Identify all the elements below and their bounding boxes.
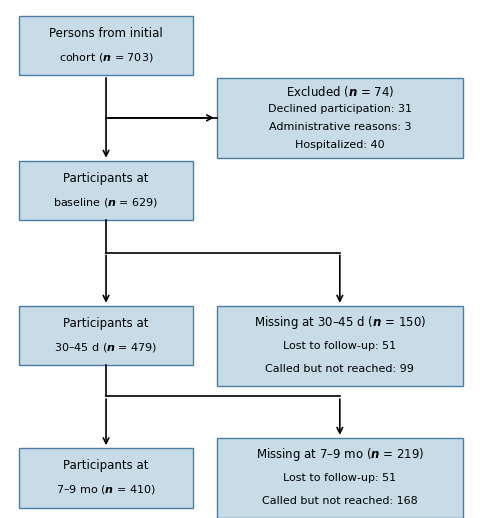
FancyBboxPatch shape [217, 438, 463, 518]
Text: Hospitalized: 40: Hospitalized: 40 [295, 140, 385, 150]
Text: cohort ($\bfit{n}$ = 703): cohort ($\bfit{n}$ = 703) [59, 51, 153, 64]
Text: Called but not reached: 168: Called but not reached: 168 [262, 496, 418, 506]
Text: baseline ($\bfit{n}$ = 629): baseline ($\bfit{n}$ = 629) [54, 196, 159, 209]
Text: Missing at 7–9 mo ($\bfit{n}$ = 219): Missing at 7–9 mo ($\bfit{n}$ = 219) [255, 447, 424, 464]
Text: Lost to follow-up: 51: Lost to follow-up: 51 [283, 341, 396, 351]
FancyBboxPatch shape [217, 306, 463, 386]
Text: Participants at: Participants at [63, 172, 149, 185]
Text: 7–9 mo ($\bfit{n}$ = 410): 7–9 mo ($\bfit{n}$ = 410) [56, 483, 156, 496]
Text: 30–45 d ($\bfit{n}$ = 479): 30–45 d ($\bfit{n}$ = 479) [54, 341, 158, 354]
Text: Administrative reasons: 3: Administrative reasons: 3 [268, 122, 411, 132]
Text: Persons from initial: Persons from initial [49, 27, 163, 40]
FancyBboxPatch shape [19, 448, 193, 508]
Text: Participants at: Participants at [63, 317, 149, 330]
Text: Lost to follow-up: 51: Lost to follow-up: 51 [283, 473, 396, 483]
Text: Excluded ($\bfit{n}$ = 74): Excluded ($\bfit{n}$ = 74) [286, 83, 394, 98]
FancyBboxPatch shape [19, 161, 193, 220]
Text: Participants at: Participants at [63, 459, 149, 472]
FancyBboxPatch shape [19, 306, 193, 365]
Text: Declined participation: 31: Declined participation: 31 [268, 104, 412, 114]
FancyBboxPatch shape [217, 78, 463, 158]
FancyBboxPatch shape [19, 16, 193, 75]
Text: Missing at 30–45 d ($\bfit{n}$ = 150): Missing at 30–45 d ($\bfit{n}$ = 150) [254, 314, 426, 332]
Text: Called but not reached: 99: Called but not reached: 99 [266, 364, 414, 373]
